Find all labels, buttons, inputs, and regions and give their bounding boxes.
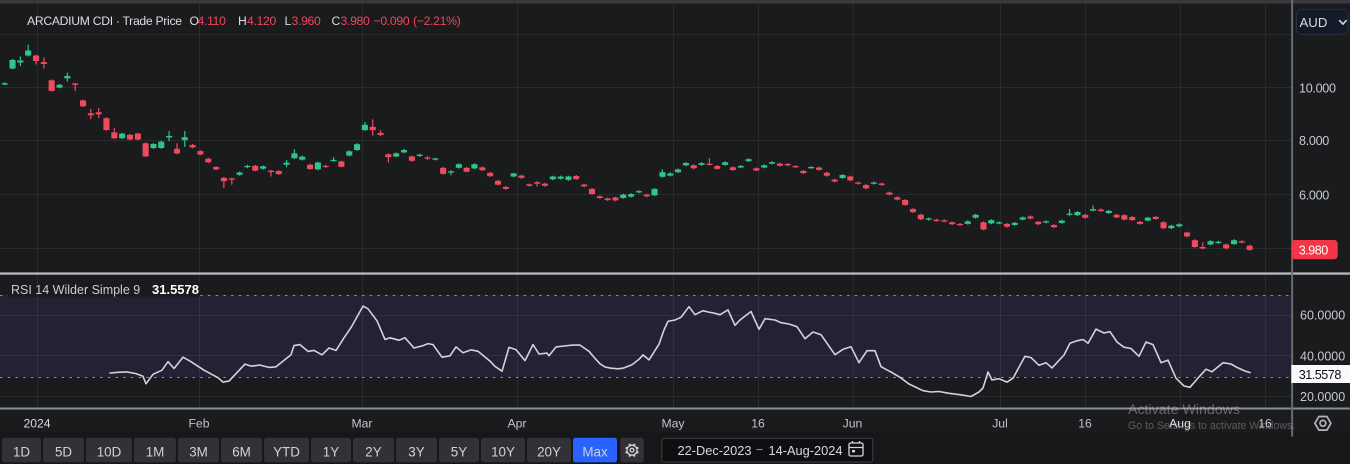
svg-text:2024: 2024: [23, 417, 50, 431]
svg-text:3.980: 3.980: [341, 14, 371, 28]
svg-text:20Y: 20Y: [537, 444, 561, 459]
svg-text:4.120: 4.120: [247, 14, 277, 28]
svg-text:Jul: Jul: [992, 417, 1008, 431]
svg-text:2Y: 2Y: [365, 444, 381, 459]
svg-text:Aug: Aug: [1169, 417, 1191, 431]
svg-text:10.000: 10.000: [1299, 82, 1336, 96]
svg-text:6M: 6M: [232, 444, 251, 459]
svg-text:3Y: 3Y: [408, 444, 424, 459]
svg-text:Activate Windows: Activate Windows: [1128, 402, 1240, 418]
svg-text:L: L: [285, 14, 292, 28]
svg-text:Max: Max: [582, 444, 608, 459]
svg-text:22-Dec-2023: 22-Dec-2023: [678, 443, 752, 458]
svg-text:−0.090: −0.090: [374, 14, 410, 28]
svg-text:16: 16: [1258, 417, 1272, 431]
svg-text:6.000: 6.000: [1299, 189, 1329, 203]
svg-text:Mar: Mar: [352, 417, 373, 431]
svg-text:10D: 10D: [97, 444, 122, 459]
svg-text:May: May: [661, 417, 685, 431]
svg-text:1D: 1D: [13, 444, 30, 459]
svg-text:H: H: [238, 14, 247, 28]
svg-text:O: O: [190, 14, 199, 28]
svg-text:31.5578: 31.5578: [152, 282, 199, 297]
svg-text:C: C: [332, 14, 341, 28]
svg-text:40.0000: 40.0000: [1300, 349, 1345, 363]
svg-text:5Y: 5Y: [451, 444, 467, 459]
svg-text:Jun: Jun: [843, 417, 863, 431]
svg-text:ARCADIUM CDI · Trade Price: ARCADIUM CDI · Trade Price: [27, 14, 182, 28]
svg-text:10Y: 10Y: [491, 444, 515, 459]
svg-text:RSI 14 Wilder Simple 9: RSI 14 Wilder Simple 9: [11, 283, 140, 297]
svg-text:Apr: Apr: [508, 417, 527, 431]
svg-text:31.5578: 31.5578: [1299, 368, 1342, 382]
svg-text:20.0000: 20.0000: [1300, 390, 1345, 404]
svg-text:Go to Settings to activate Win: Go to Settings to activate Windows.: [1128, 420, 1295, 432]
svg-text:16: 16: [1078, 417, 1092, 431]
svg-text:3.960: 3.960: [292, 14, 322, 28]
svg-text:16: 16: [751, 417, 765, 431]
svg-text:−: −: [756, 442, 764, 457]
svg-text:5D: 5D: [55, 444, 72, 459]
svg-text:Feb: Feb: [188, 417, 209, 431]
svg-text:YTD: YTD: [273, 444, 300, 459]
svg-text:3.980: 3.980: [1299, 244, 1329, 258]
svg-text:AUD: AUD: [1300, 15, 1328, 30]
svg-text:8.000: 8.000: [1299, 134, 1329, 148]
svg-text:14-Aug-2024: 14-Aug-2024: [769, 443, 843, 458]
svg-text:1Y: 1Y: [323, 444, 339, 459]
svg-text:(−2.21%): (−2.21%): [413, 14, 461, 28]
svg-text:4.110: 4.110: [198, 14, 227, 28]
svg-text:1M: 1M: [146, 444, 165, 459]
svg-text:3M: 3M: [189, 444, 208, 459]
svg-text:60.0000: 60.0000: [1300, 309, 1345, 323]
